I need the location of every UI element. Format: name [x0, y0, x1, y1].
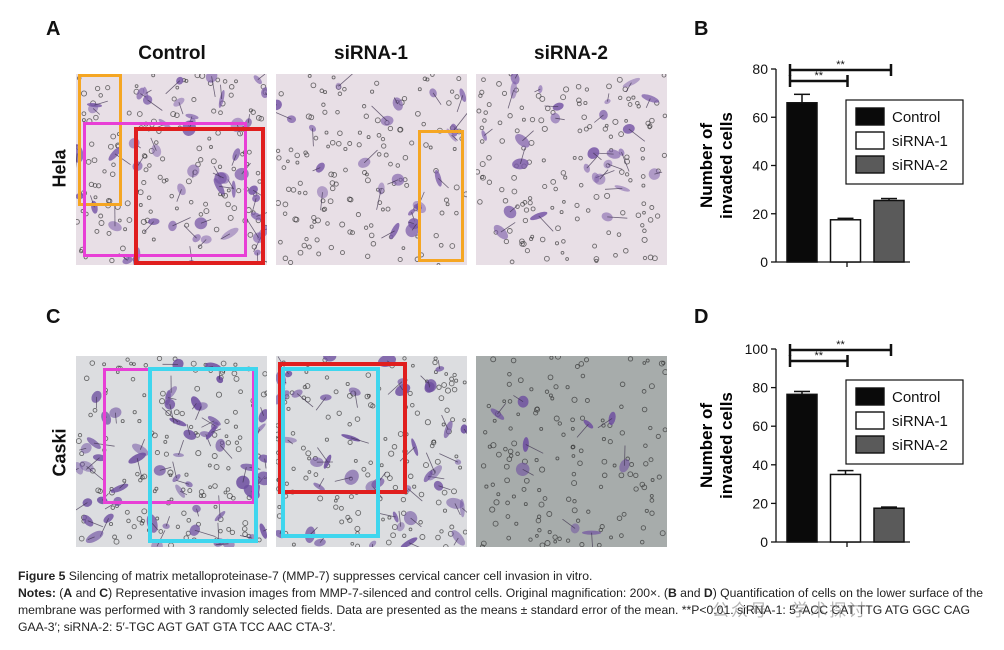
bar-sirna-1: [829, 219, 862, 263]
bar-chart-b: Number ofinvaded cells 0 20 40 60 80 ** ** Contr…: [690, 50, 990, 290]
bar-control: [786, 102, 818, 263]
row-label-caski: Caski: [49, 428, 70, 477]
significance-label: **: [814, 70, 823, 82]
bar-control: [786, 393, 818, 543]
panel-letter-d: D: [694, 306, 709, 328]
y-axis-label-line2: invaded cells: [717, 112, 736, 219]
y-axis-label-line1: Number of: [697, 403, 716, 488]
y-axis-label: Number ofinvaded cells: [697, 392, 736, 499]
caption-text: ) Quantification of cells on the lower s…: [18, 586, 984, 634]
micrograph-caski-sirna1: [276, 356, 467, 547]
y-axis-label-line1: Number of: [697, 123, 716, 208]
legend-label: siRNA-2: [892, 157, 948, 174]
legend-label: siRNA-2: [892, 437, 948, 454]
bar-sirna-2: [873, 507, 905, 543]
significance-label: **: [836, 339, 845, 351]
roi-box-magenta: [83, 122, 247, 257]
caption-ref-c: C: [99, 586, 109, 600]
panel-letter-c: C: [46, 306, 61, 328]
y-axis-label-line2: invaded cells: [717, 392, 736, 499]
roi-box-cyan: [281, 367, 380, 538]
y-tick-label: 60: [752, 418, 768, 434]
legend-label: Control: [892, 389, 940, 406]
micrograph-caski-sirna2: [476, 356, 667, 547]
panel-letter-b: B: [694, 18, 709, 40]
legend-swatch: [855, 155, 885, 174]
bar-chart-d: Number ofinvaded cells 0 20 40 60 80 100 ** ** Co…: [690, 330, 990, 570]
micrograph-caski-control: [76, 356, 267, 547]
bar-sirna-1: [829, 473, 862, 543]
column-title-control: Control: [138, 43, 206, 64]
legend-swatch: [855, 435, 885, 454]
watermark: 公众号 · 学术探讨: [712, 601, 868, 621]
caption-ref-b: B: [667, 586, 677, 600]
legend-label: siRNA-1: [892, 133, 948, 150]
legend-label: Control: [892, 109, 940, 126]
y-tick-label: 100: [745, 341, 769, 357]
y-tick-label: 0: [760, 534, 768, 550]
roi-box-red: [278, 362, 407, 494]
caption-ref-a: A: [63, 586, 73, 600]
caption-notes-label: Notes:: [18, 586, 56, 600]
bar-sirna-2: [873, 199, 905, 263]
roi-box-orange: [78, 74, 122, 206]
micrograph-hela-sirna1: [276, 74, 467, 265]
y-tick-label: 60: [752, 109, 768, 125]
legend-swatch: [855, 387, 885, 406]
legend-swatch: [855, 411, 885, 430]
roi-box-cyan: [148, 367, 258, 543]
caption-text: (: [55, 586, 64, 600]
legend-label: siRNA-1: [892, 413, 948, 430]
legend-swatch: [855, 131, 885, 150]
row-label-hela: Hela: [49, 149, 70, 188]
significance-label: **: [836, 59, 845, 71]
caption-ref-d: D: [703, 586, 713, 600]
caption-figure-label: Figure 5: [18, 569, 66, 583]
caption-text: ) Representative invasion images from MM…: [108, 586, 668, 600]
column-title-sirna1: siRNA-1: [334, 43, 408, 64]
y-tick-label: 20: [752, 206, 768, 222]
y-tick-label: 0: [760, 254, 768, 270]
roi-box-red: [134, 127, 265, 265]
panel-letter-a: A: [46, 18, 61, 40]
caption-text: and: [72, 586, 100, 600]
micrograph-hela-sirna2: [476, 74, 667, 265]
caption-text: and: [676, 586, 704, 600]
roi-box-orange-hela-sirna1: [418, 130, 464, 262]
micrograph-hela-control: [76, 74, 267, 265]
caption-figure-title: Silencing of matrix metalloproteinase-7 …: [65, 569, 593, 583]
legend-swatch: [855, 107, 885, 126]
y-tick-label: 40: [752, 158, 768, 174]
column-title-sirna2: siRNA-2: [534, 43, 608, 64]
y-tick-label: 40: [752, 457, 768, 473]
figure-caption: Figure 5 Silencing of matrix metalloprot…: [18, 568, 993, 636]
y-axis-label: Number ofinvaded cells: [697, 112, 736, 219]
y-tick-label: 80: [752, 380, 768, 396]
y-tick-label: 20: [752, 495, 768, 511]
significance-label: **: [814, 350, 823, 362]
y-tick-label: 80: [752, 61, 768, 77]
